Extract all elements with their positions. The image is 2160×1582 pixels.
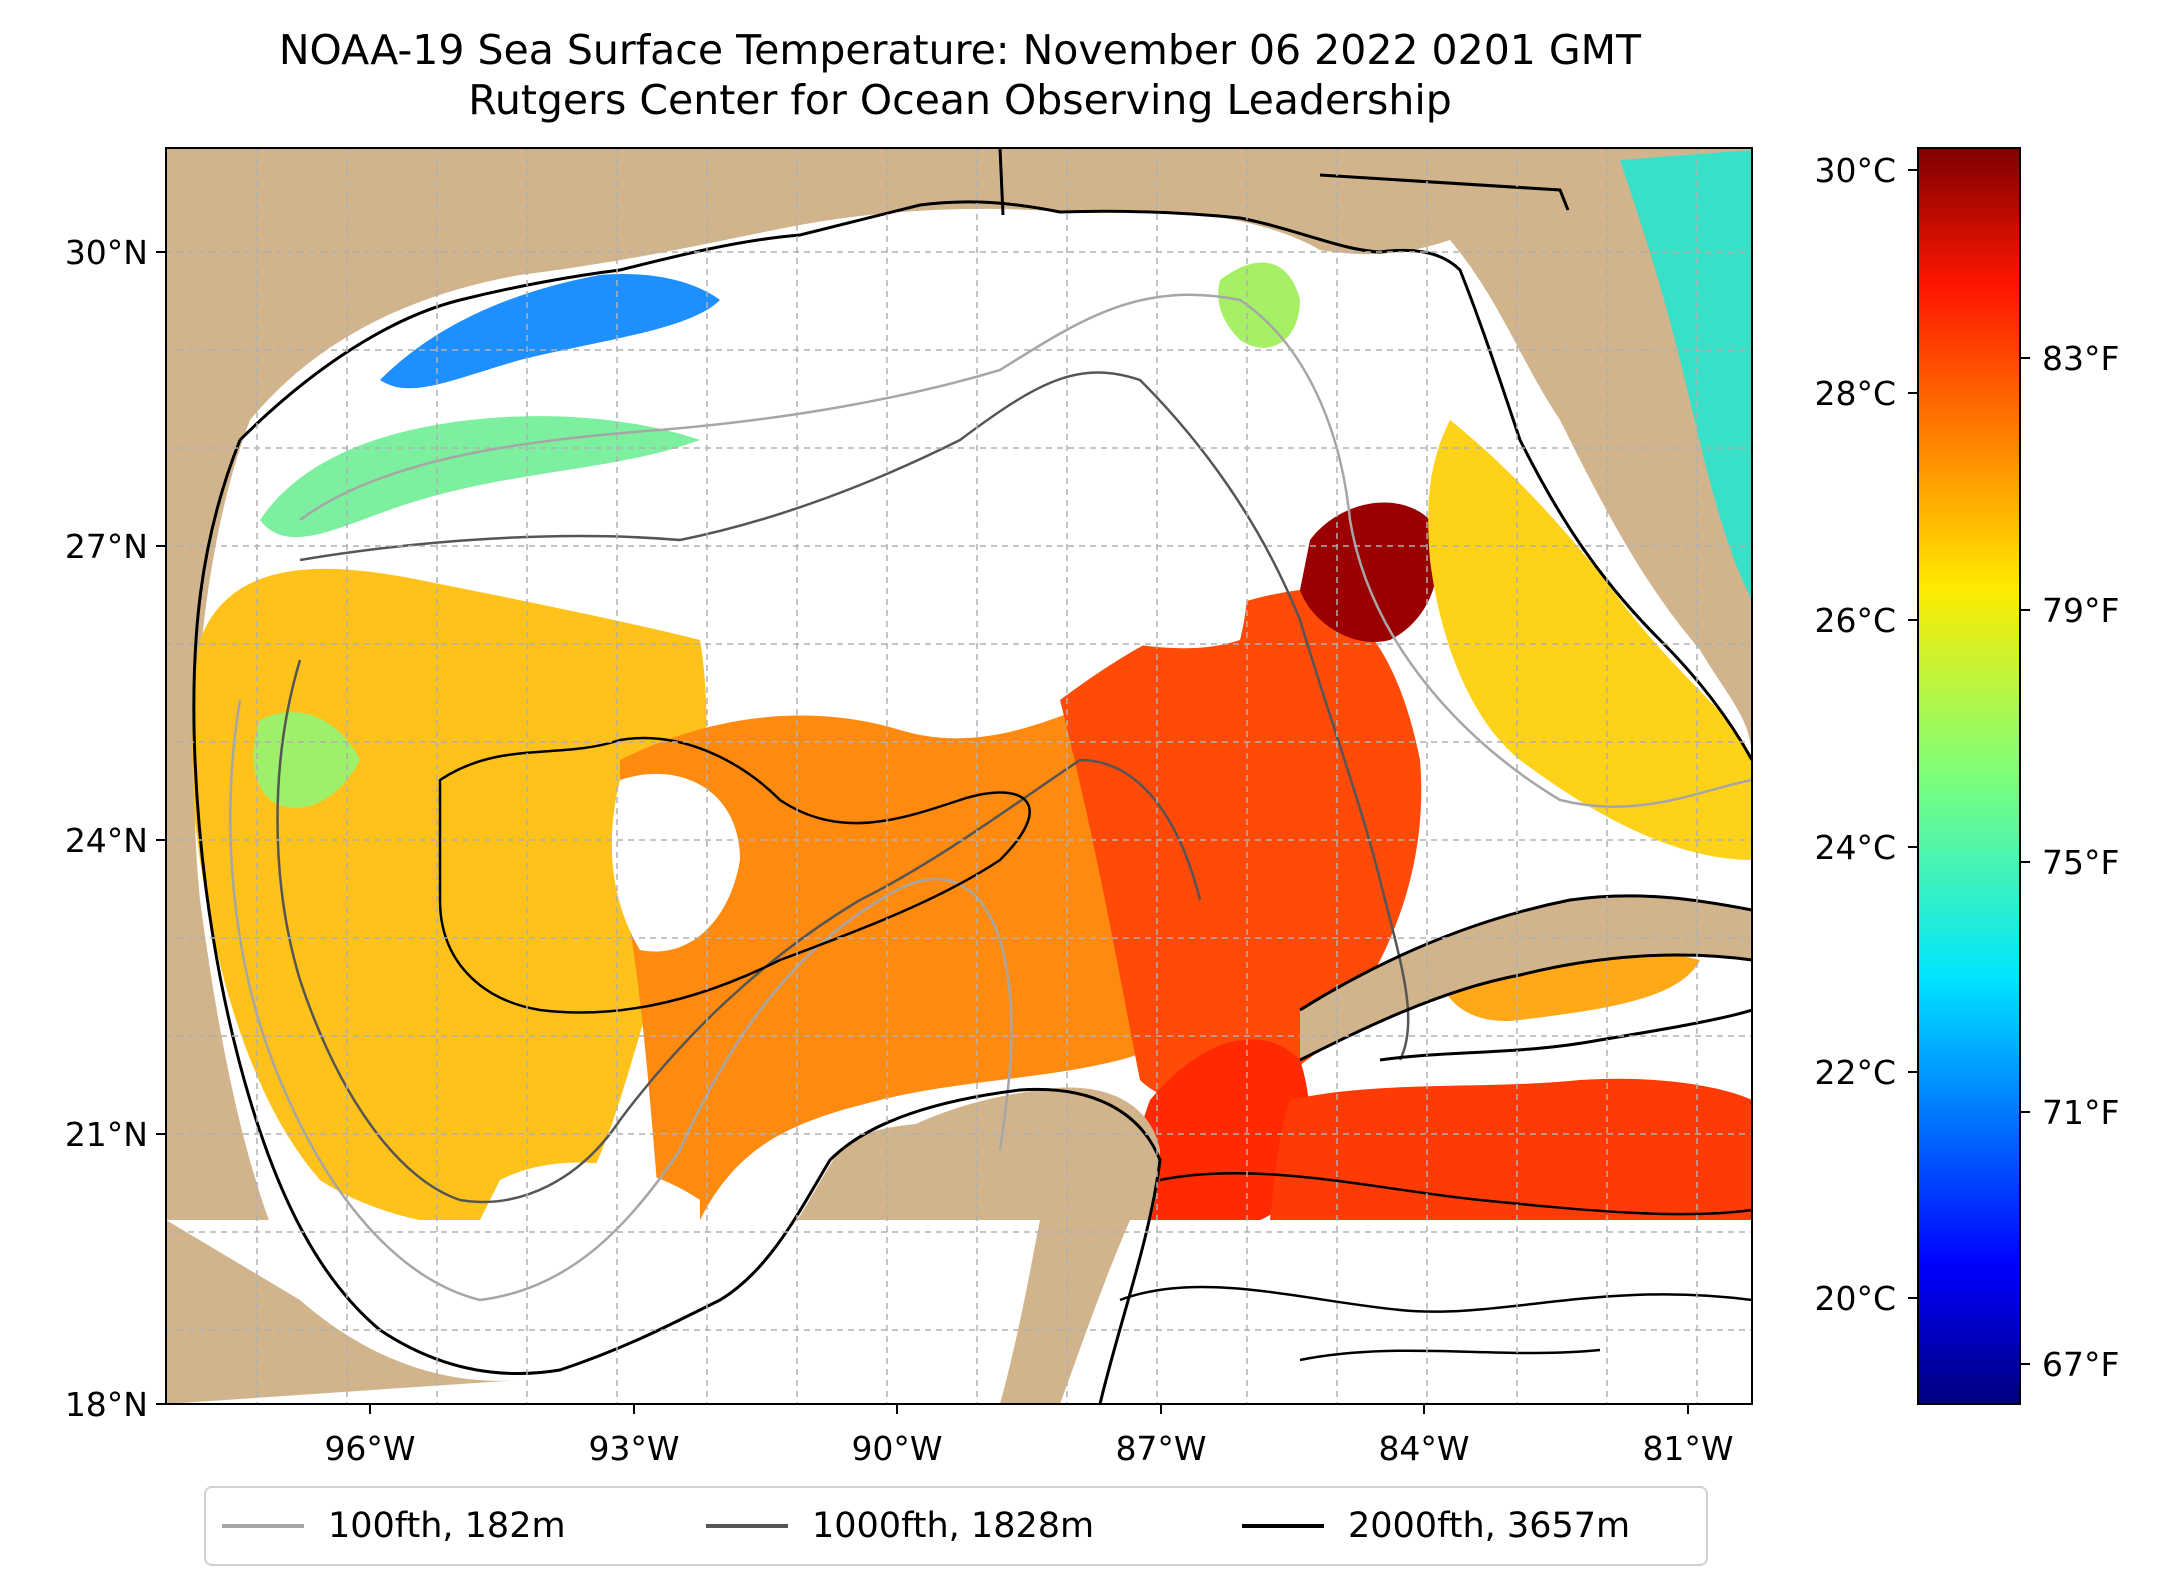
contour-100fth bbox=[229, 293, 1752, 1302]
sst-cool-north bbox=[260, 416, 700, 538]
map-subtitle: Rutgers Center for Ocean Observing Leade… bbox=[468, 76, 1452, 124]
legend-line-1000fth bbox=[706, 1524, 788, 1528]
celsius-ticks bbox=[1908, 169, 1918, 1299]
fahrenheit-label-71: 71°F bbox=[2042, 1093, 2119, 1132]
celsius-label-28: 28°C bbox=[1814, 374, 1896, 413]
legend-item-2000fth: 2000fth, 3657m bbox=[1242, 1488, 1630, 1564]
us-gulf-coast bbox=[238, 200, 1752, 761]
sst-caribbean bbox=[1270, 1078, 1752, 1220]
sst-atlantic bbox=[1620, 150, 1752, 600]
celsius-label-30: 30°C bbox=[1814, 151, 1896, 190]
contour-2000fth bbox=[438, 736, 1752, 1362]
map-frame bbox=[165, 147, 1753, 1405]
state-border bbox=[1319, 173, 1570, 211]
sst-fl-shelf bbox=[1428, 420, 1752, 860]
celsius-label-20: 20°C bbox=[1814, 1279, 1896, 1318]
map-panel bbox=[166, 148, 1752, 1404]
legend-line-100fth bbox=[222, 1524, 304, 1528]
lat-ticks bbox=[156, 251, 166, 1405]
legend-label-1000fth: 1000fth, 1828m bbox=[812, 1506, 1095, 1546]
sst-cold-north bbox=[380, 274, 720, 389]
legend-item-100fth: 100fth, 182m bbox=[222, 1488, 566, 1564]
cloud-west bbox=[611, 773, 740, 952]
lon-label-81w: 81°W bbox=[1642, 1429, 1733, 1468]
lat-label-21n: 21°N bbox=[65, 1115, 148, 1154]
lon-ticks bbox=[369, 1404, 1689, 1414]
sst-west-green bbox=[253, 712, 360, 808]
lon-label-93w: 93°W bbox=[588, 1429, 679, 1468]
coastlines bbox=[192, 148, 1752, 1404]
state-border-2 bbox=[998, 148, 1005, 216]
lon-label-84w: 84°W bbox=[1378, 1429, 1469, 1468]
cloud-gulf-center bbox=[758, 338, 1248, 649]
fahrenheit-label-75: 75°F bbox=[2042, 843, 2119, 882]
lat-label-18n: 18°N bbox=[65, 1385, 148, 1424]
colorbar bbox=[1917, 147, 2021, 1405]
contour-2000fth-cuba bbox=[1379, 1008, 1752, 1062]
lon-label-90w: 90°W bbox=[851, 1429, 942, 1468]
cuba-land bbox=[1300, 895, 1752, 1060]
fahrenheit-ticks bbox=[2020, 357, 2030, 1365]
celsius-label-26: 26°C bbox=[1814, 601, 1896, 640]
lat-label-30n: 30°N bbox=[65, 233, 148, 272]
lon-label-96w: 96°W bbox=[324, 1429, 415, 1468]
sst-hot-spot bbox=[1300, 502, 1438, 642]
gridlines bbox=[166, 148, 1752, 1404]
cuba-coast bbox=[1299, 894, 1752, 1062]
legend-label-100fth: 100fth, 182m bbox=[328, 1506, 566, 1546]
fahrenheit-label-79: 79°F bbox=[2042, 591, 2119, 630]
map-title: NOAA-19 Sea Surface Temperature: Novembe… bbox=[278, 26, 1642, 74]
sst-northeast bbox=[1218, 262, 1300, 348]
lon-label-87w: 87°W bbox=[1115, 1429, 1206, 1468]
lat-label-27n: 27°N bbox=[65, 527, 148, 566]
celsius-label-22: 22°C bbox=[1814, 1053, 1896, 1092]
fahrenheit-label-83: 83°F bbox=[2042, 339, 2119, 378]
celsius-label-24: 24°C bbox=[1814, 828, 1896, 867]
mexico-coast bbox=[192, 439, 1162, 1404]
bathymetry-contours bbox=[229, 293, 1752, 1362]
lat-label-24n: 24°N bbox=[65, 821, 148, 860]
contour-legend: 100fth, 182m 1000fth, 1828m 2000fth, 365… bbox=[204, 1486, 1708, 1566]
legend-item-1000fth: 1000fth, 1828m bbox=[706, 1488, 1094, 1564]
legend-line-2000fth bbox=[1242, 1524, 1324, 1528]
legend-label-2000fth: 2000fth, 3657m bbox=[1348, 1506, 1631, 1546]
cloud-campeche bbox=[480, 1162, 700, 1220]
fahrenheit-label-67: 67°F bbox=[2042, 1345, 2119, 1384]
